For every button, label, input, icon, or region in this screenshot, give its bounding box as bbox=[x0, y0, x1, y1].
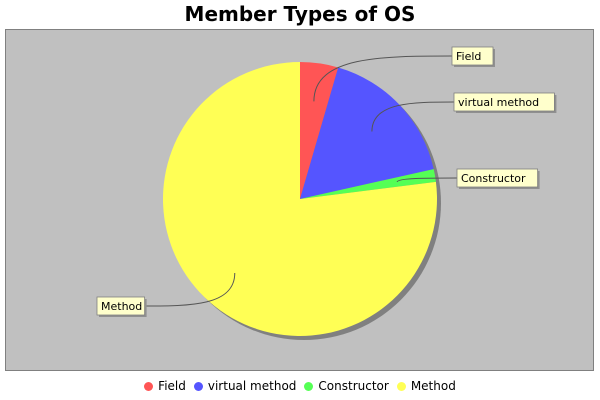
pie-slice-constructor[interactable] bbox=[300, 169, 436, 199]
slice-label: virtual method bbox=[458, 96, 539, 109]
label-leader-line bbox=[313, 55, 453, 102]
legend-swatch bbox=[304, 381, 314, 391]
slice-label-box bbox=[453, 92, 555, 112]
pie-slice-virtual-method[interactable] bbox=[300, 67, 434, 200]
slice-label-box bbox=[451, 46, 494, 66]
legend-swatch bbox=[144, 381, 154, 391]
slice-label: Field bbox=[456, 50, 481, 63]
legend: Field virtual method Constructor Method bbox=[0, 379, 600, 393]
slice-label-box bbox=[456, 168, 538, 188]
label-leader-line bbox=[396, 177, 458, 183]
slice-label: Method bbox=[101, 300, 142, 313]
legend-item-field: Field bbox=[144, 379, 186, 393]
pie-slice-field[interactable] bbox=[300, 62, 339, 199]
label-leader-line bbox=[144, 272, 236, 307]
legend-swatch bbox=[396, 381, 406, 391]
legend-item-virtual-method: virtual method bbox=[193, 379, 297, 393]
slice-label: Constructor bbox=[461, 172, 526, 185]
legend-item-constructor: Constructor bbox=[304, 379, 389, 393]
legend-label: virtual method bbox=[207, 379, 297, 393]
legend-label: Method bbox=[410, 379, 456, 393]
legend-item-method: Method bbox=[396, 379, 456, 393]
pie-slice-method[interactable] bbox=[162, 62, 437, 336]
legend-label: Constructor bbox=[318, 379, 389, 393]
chart-title: Member Types of OS bbox=[184, 2, 416, 26]
slice-label-box bbox=[96, 296, 145, 316]
legend-swatch bbox=[193, 381, 203, 391]
label-leader-line bbox=[371, 101, 455, 132]
legend-label: Field bbox=[158, 379, 186, 393]
